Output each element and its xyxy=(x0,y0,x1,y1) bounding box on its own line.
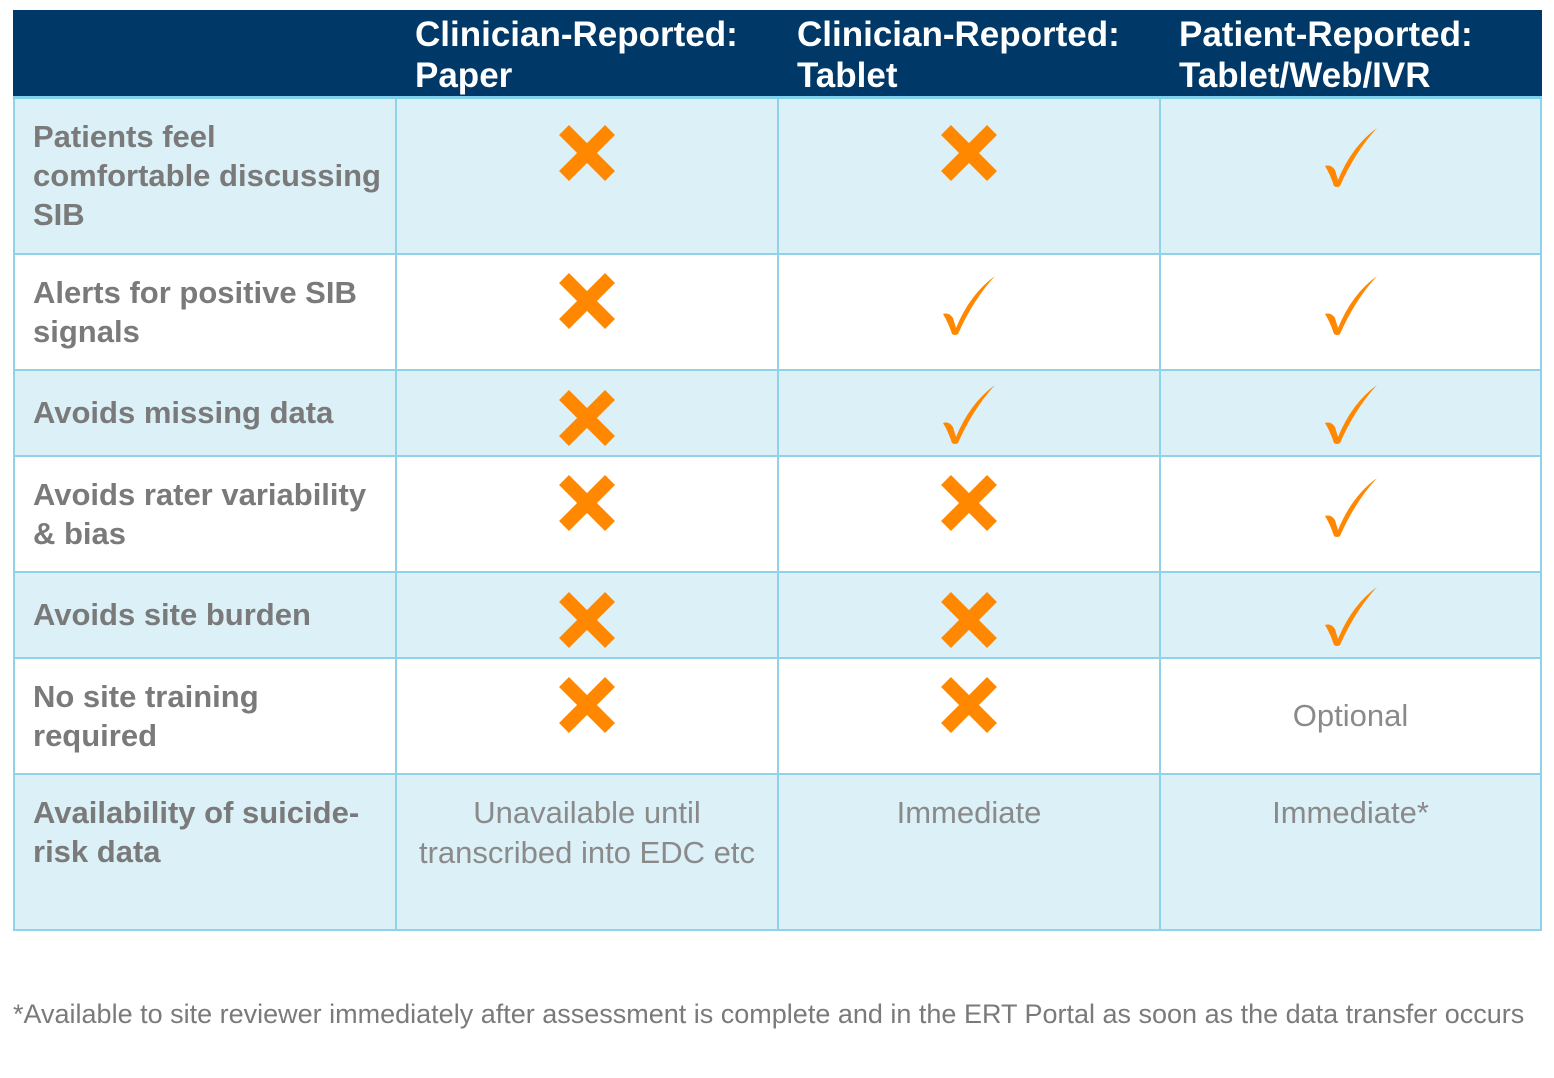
table-row: Availability of suicide-risk data Unavai… xyxy=(13,772,1542,931)
table-cell: Optional xyxy=(1159,656,1542,775)
table-cell xyxy=(395,570,779,659)
table-cell xyxy=(395,368,779,457)
x-icon xyxy=(938,589,1000,651)
table-cell xyxy=(395,252,779,371)
table-cell xyxy=(395,454,779,573)
check-icon xyxy=(1319,124,1383,190)
table-row: Patients feel comfortable discussing SIB xyxy=(13,96,1542,255)
table-cell xyxy=(777,368,1161,457)
table-cell xyxy=(777,454,1161,573)
row-label: Avoids site burden xyxy=(13,570,397,659)
row-label: Availability of suicide-risk data xyxy=(13,772,397,931)
table-cell: Unavailable until transcribed into EDC e… xyxy=(395,772,779,931)
row-label: Avoids missing data xyxy=(13,368,397,457)
table-row: Alerts for positive SIB signals xyxy=(13,252,1542,371)
check-icon xyxy=(1319,272,1383,338)
x-icon xyxy=(556,387,618,449)
check-icon xyxy=(1319,381,1383,447)
check-icon xyxy=(937,272,1001,338)
table-cell xyxy=(1159,252,1542,371)
table-cell: Immediate* xyxy=(1159,772,1542,931)
table-cell xyxy=(777,96,1161,255)
check-icon xyxy=(1319,474,1383,540)
table-cell xyxy=(1159,570,1542,659)
x-icon xyxy=(938,122,1000,184)
table-row: Avoids rater variability & bias xyxy=(13,454,1542,573)
x-icon xyxy=(556,589,618,651)
row-label: Alerts for positive SIB signals xyxy=(13,252,397,371)
column-header-clinician-paper: Clinician-Reported: Paper xyxy=(395,10,779,99)
row-label: Avoids rater variability & bias xyxy=(13,454,397,573)
x-icon xyxy=(556,270,618,332)
table-cell: Immediate xyxy=(777,772,1161,931)
table-row: Avoids site burden xyxy=(13,570,1542,659)
row-label: Patients feel comfortable discussing SIB xyxy=(13,96,397,255)
table-cell xyxy=(1159,96,1542,255)
table-cell xyxy=(777,656,1161,775)
x-icon xyxy=(556,122,618,184)
table-cell xyxy=(1159,368,1542,457)
comparison-table: Clinician-Reported: Paper Clinician-Repo… xyxy=(13,10,1542,931)
table-row: Avoids missing data xyxy=(13,368,1542,457)
table-cell xyxy=(395,96,779,255)
table-cell xyxy=(777,570,1161,659)
check-icon xyxy=(1319,583,1383,649)
row-label: No site training required xyxy=(13,656,397,775)
x-icon xyxy=(938,472,1000,534)
header-row: Clinician-Reported: Paper Clinician-Repo… xyxy=(13,10,1542,99)
x-icon xyxy=(556,472,618,534)
column-header-clinician-tablet: Clinician-Reported: Tablet xyxy=(777,10,1161,99)
x-icon xyxy=(938,674,1000,736)
x-icon xyxy=(556,674,618,736)
table-cell xyxy=(395,656,779,775)
footnote: *Available to site reviewer immediately … xyxy=(13,999,1525,1029)
table-cell xyxy=(1159,454,1542,573)
header-corner xyxy=(13,10,397,99)
table-row: No site training required Optional xyxy=(13,656,1542,775)
table-cell xyxy=(777,252,1161,371)
check-icon xyxy=(937,381,1001,447)
column-header-patient-tablet-web-ivr: Patient-Reported: Tablet/Web/IVR xyxy=(1159,10,1542,99)
